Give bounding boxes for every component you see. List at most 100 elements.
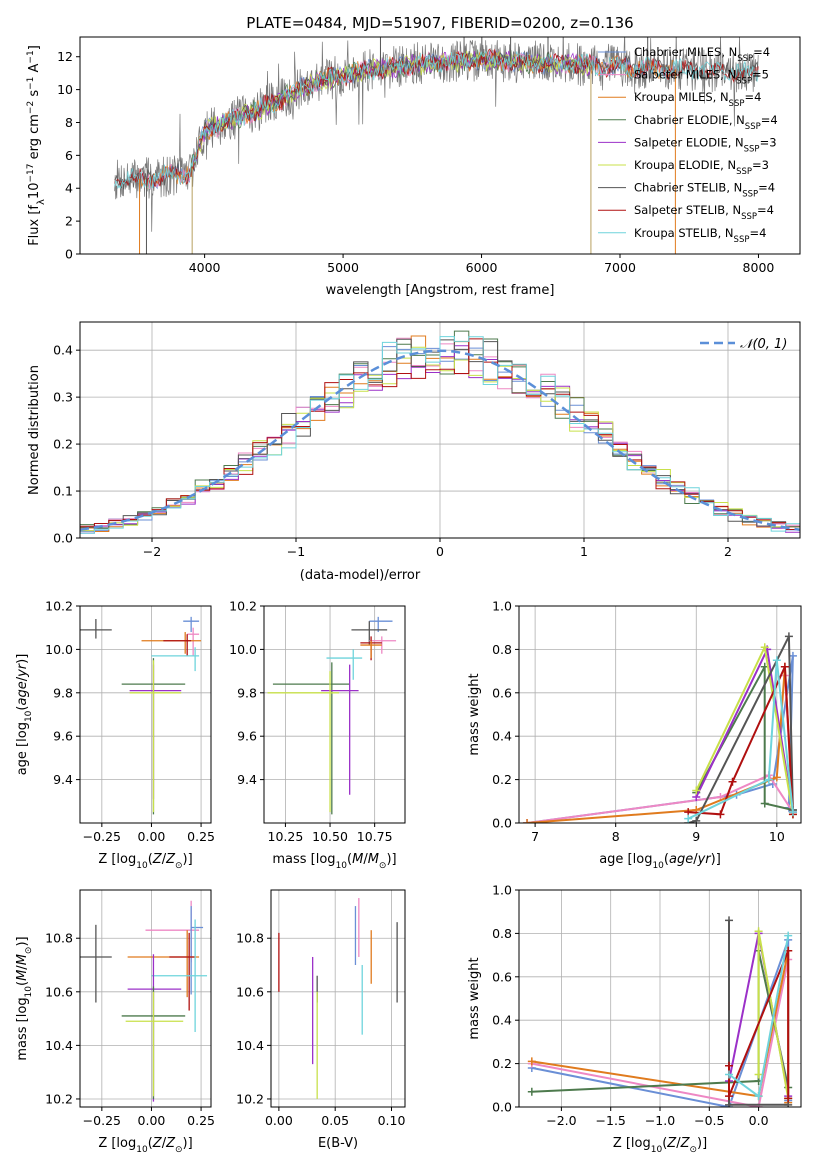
weight-marker: [754, 1092, 763, 1101]
weight-marker: [527, 1057, 536, 1066]
spectrum-frame: [79, 36, 801, 255]
mass-vs-Z-plot-area: [80, 900, 208, 1102]
age-vs-Z-frame: [79, 605, 212, 824]
x-tick-label: 0.10: [378, 1113, 406, 1128]
y-tick-label: 10.4: [236, 1038, 264, 1053]
y-axis-label: mass weight: [467, 957, 482, 1039]
y-tick-label: 1.0: [492, 599, 512, 614]
weight-marker: [754, 927, 763, 936]
x-axis-label: Z [log10(Z/Z⊙)]: [613, 1136, 707, 1155]
y-tick-label: 9.4: [53, 772, 73, 787]
x-tick-label: 0.00: [265, 1113, 293, 1128]
x-tick-label: 0.00: [138, 1113, 166, 1128]
x-tick-label: 2: [724, 544, 732, 559]
y-tick-label: 1.0: [492, 883, 512, 898]
weight-marker: [760, 799, 769, 808]
x-tick-label: −1.5: [596, 1113, 626, 1128]
weight-marker: [764, 775, 773, 784]
y-tick-label: 0: [65, 247, 73, 262]
y-tick-label: 10.2: [236, 1091, 264, 1106]
x-tick-label: −1: [287, 544, 305, 559]
weight-marker: [725, 1061, 734, 1070]
weight-marker: [523, 819, 532, 823]
figure-title: PLATE=0484, MJD=51907, FIBERID=0200, z=0…: [246, 14, 633, 32]
weight-marker: [760, 643, 769, 652]
weight-marker: [527, 1087, 536, 1096]
weight-marker: [692, 816, 701, 823]
x-tick-label: 8000: [743, 260, 775, 275]
x-axis-label: E(B-V): [318, 1136, 358, 1151]
y-tick-label: 0.8: [492, 642, 512, 657]
y-tick-label: 9.6: [53, 729, 73, 744]
weight-marker: [788, 808, 797, 817]
weight-marker: [725, 1092, 734, 1101]
y-tick-label: 0.2: [492, 1056, 512, 1071]
age-vs-mass-plot-area: [267, 616, 397, 815]
legend-entry: Chabrier MILES, NSSP=4: [634, 45, 770, 64]
y-tick-label: 10: [57, 82, 73, 97]
y-tick-label: 0.0: [492, 816, 512, 831]
y-tick-label: 4: [65, 181, 73, 196]
weight-line-salpeter-miles: [526, 675, 795, 823]
x-tick-label: 10: [769, 829, 785, 844]
y-axis-label: mass [log10(M/M⊙)]: [15, 936, 34, 1060]
y-tick-label: 10.2: [45, 599, 73, 614]
x-tick-label: −0.5: [694, 1113, 724, 1128]
x-axis-label: age [log10(age/yr)]: [599, 852, 721, 871]
x-tick-label: 10.25: [268, 829, 304, 844]
y-tick-label: 0.4: [492, 729, 512, 744]
y-tick-label: 9.4: [237, 772, 257, 787]
y-tick-label: 10.4: [45, 1038, 73, 1053]
weight-marker: [728, 777, 737, 786]
y-axis-label: Flux [fλ10−17 erg cm−2 s−1 A−1]: [26, 45, 47, 246]
x-axis-label: mass [log10(M/M⊙)]: [272, 852, 396, 871]
y-tick-label: 0.0: [492, 1100, 512, 1115]
y-tick-label: 10.2: [45, 1091, 73, 1106]
weight-marker: [754, 1070, 763, 1079]
x-tick-label: 5000: [327, 260, 359, 275]
weight-vs-Z-plot-area: [527, 916, 793, 1107]
spectrum-panel: 4000 5000 6000 7000 8000 0 2 4 6 8 10 12 wavelength …: [26, 36, 801, 298]
x-tick-label: 0.00: [138, 829, 166, 844]
x-tick-label: 10.50: [312, 829, 348, 844]
y-tick-label: 10.6: [45, 984, 73, 999]
x-tick-label: 7: [531, 829, 539, 844]
x-tick-label: −0.25: [83, 1113, 121, 1128]
weight-marker: [725, 1070, 734, 1079]
weight-line-kroupa-stelib: [687, 660, 794, 820]
x-tick-label: 0.25: [187, 1113, 215, 1128]
mass-vs-EBV-panel: 0.00 0.05 0.10 10.2 10.4 10.6 10.8 E(B-V): [236, 889, 406, 1151]
x-tick-label: −0.25: [83, 829, 121, 844]
weight-line-salpeter-stelib: [728, 950, 790, 1099]
x-tick-label: 8: [612, 829, 620, 844]
y-axis-label: Normed distribution: [27, 365, 42, 495]
y-tick-label: 0.3: [53, 390, 73, 405]
y-tick-label: 12: [57, 49, 73, 64]
weight-marker: [784, 1094, 793, 1103]
legend-entry: Chabrier STELIB, NSSP=4: [634, 181, 775, 200]
y-tick-label: 6: [65, 148, 73, 163]
weight-marker: [780, 662, 789, 671]
y-axis-label: mass weight: [467, 673, 482, 755]
mass-vs-EBV-plot-area: [278, 898, 398, 1099]
weight-marker: [772, 656, 781, 665]
x-axis-label: (data-model)/error: [300, 568, 421, 583]
y-tick-label: 0.4: [53, 343, 73, 358]
age-vs-Z-panel: −0.25 0.00 0.25 9.4 9.6 9.8 10.0 10.2 Z [log10(Z…: [15, 599, 215, 872]
weight-marker: [725, 916, 734, 925]
weight-line-salpeter-miles: [531, 959, 790, 1107]
y-tick-label: 0.6: [492, 685, 512, 700]
weight-vs-Z-panel: −2.0 −1.5 −1.0 −0.5 0.0 0.0 0.2 0.4 0.6 0.8 1.0 Z […: [467, 883, 802, 1155]
x-axis-label: Z [log10(Z/Z⊙)]: [98, 1136, 192, 1155]
x-tick-label: −1.0: [645, 1113, 675, 1128]
weight-marker: [716, 810, 725, 819]
y-tick-label: 0.6: [492, 969, 512, 984]
x-tick-label: 1: [580, 544, 588, 559]
y-tick-label: 9.8: [53, 685, 73, 700]
histogram-kroupa-elodie: [80, 346, 800, 532]
x-tick-label: −2: [143, 544, 161, 559]
weight-marker: [772, 773, 781, 782]
legend-entry: Kroupa MILES, NSSP=4: [634, 90, 761, 109]
y-tick-label: 10.8: [45, 931, 73, 946]
